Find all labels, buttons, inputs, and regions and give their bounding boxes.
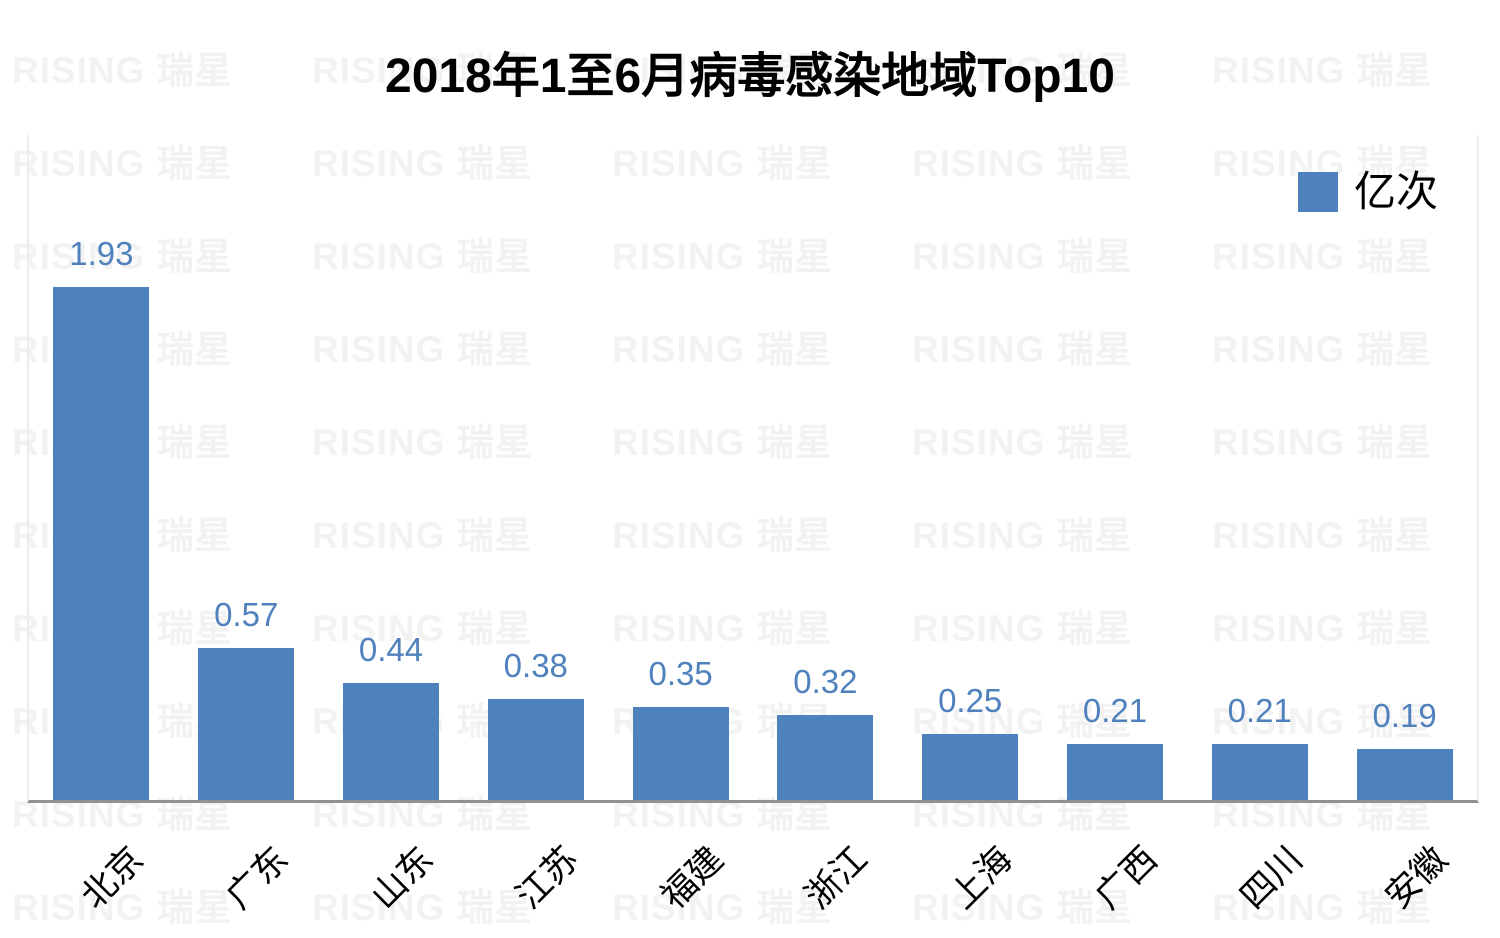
x-axis-label: 四川 — [1232, 839, 1310, 917]
bar-column: 0.38 — [463, 135, 608, 800]
legend: 亿次 — [1298, 170, 1438, 214]
bar-广东 — [198, 648, 295, 800]
bar-column: 0.57 — [174, 135, 319, 800]
watermark-tile: RISING 瑞星 — [912, 143, 1133, 184]
chart-title: 2018年1至6月病毒感染地域Top10 — [385, 50, 1115, 103]
bar-福建 — [632, 707, 729, 800]
watermark-tile: RISING 瑞星 — [912, 50, 1133, 91]
watermark-tile: RISING 瑞星 — [312, 608, 533, 649]
watermark-tile: RISING 瑞星 — [312, 515, 533, 556]
bar-上海 — [922, 734, 1019, 800]
bar-江苏 — [487, 699, 584, 800]
x-axis-label: 广东 — [218, 839, 296, 917]
watermark-tile: RISING 瑞星 — [1212, 50, 1433, 91]
bar-浙江 — [777, 715, 874, 800]
bar-value-label: 0.57 — [214, 596, 279, 633]
watermark-tile: RISING 瑞星 — [312, 50, 533, 91]
bar-广西 — [1066, 744, 1163, 800]
bar-北京 — [53, 287, 150, 800]
watermark-tile: RISING 瑞星 — [312, 143, 533, 184]
watermark-tile: RISING 瑞星 — [612, 143, 833, 184]
watermark-tile: RISING 瑞星 — [12, 50, 233, 91]
legend-label: 亿次 — [1354, 168, 1439, 215]
bar-value-label: 0.32 — [793, 663, 858, 700]
watermark-tile: RISING 瑞星 — [912, 515, 1133, 556]
bar-column: 0.44 — [319, 135, 464, 800]
bar-山东 — [342, 683, 439, 800]
watermark-tile: RISING 瑞星 — [1212, 701, 1433, 742]
watermark-tile: RISING 瑞星 — [12, 887, 233, 928]
watermark-tile: RISING 瑞星 — [312, 887, 533, 928]
watermark-tile: RISING 瑞星 — [612, 887, 833, 928]
x-axis-label: 浙江 — [797, 839, 875, 917]
watermark-tile: RISING 瑞星 — [12, 236, 233, 277]
bar-value-label: 1.93 — [69, 235, 134, 272]
x-axis-label: 江苏 — [508, 839, 586, 917]
watermark-tile: RISING 瑞星 — [1212, 608, 1433, 649]
watermark-tile: RISING 瑞星 — [1212, 515, 1433, 556]
watermark-tile: RISING 瑞星 — [912, 422, 1133, 463]
plot-area: 1.93 0.57 0.44 0.38 0.35 0.32 0.25 0.21 0.21 0.19 — [27, 135, 1479, 803]
watermark-tile: RISING 瑞星 — [312, 422, 533, 463]
bar-column: 0.21 — [1187, 135, 1332, 800]
bar-value-label: 0.25 — [938, 682, 1003, 719]
watermark-tile: RISING 瑞星 — [912, 236, 1133, 277]
bar-column: 0.32 — [753, 135, 898, 800]
bar-value-label: 0.19 — [1372, 697, 1437, 734]
watermark-tile: RISING 瑞星 — [312, 329, 533, 370]
bar-column: 0.25 — [898, 135, 1043, 800]
watermark-tile: RISING 瑞星 — [612, 236, 833, 277]
legend-swatch-icon — [1298, 172, 1338, 212]
watermark-tile: RISING 瑞星 — [612, 329, 833, 370]
x-axis-label: 广西 — [1087, 839, 1165, 917]
x-axis-label: 福建 — [653, 839, 731, 917]
watermark-tile: RISING 瑞星 — [612, 515, 833, 556]
watermark-tile: RISING 瑞星 — [12, 143, 233, 184]
bar-value-label: 0.21 — [1082, 692, 1148, 729]
watermark-tile: RISING 瑞星 — [1212, 422, 1433, 463]
bar-column: 0.19 — [1332, 135, 1477, 800]
bar-value-label: 0.21 — [1227, 692, 1292, 729]
x-axis-label: 北京 — [73, 839, 151, 917]
watermark-tile: RISING 瑞星 — [912, 329, 1133, 370]
watermark-tile: RISING 瑞星 — [612, 608, 833, 649]
bar-value-label: 0.35 — [648, 655, 713, 692]
watermark-tile: RISING 瑞星 — [912, 887, 1133, 928]
watermark-tile: RISING 瑞星 — [1212, 887, 1433, 928]
x-axis-label: 安徽 — [1377, 839, 1455, 917]
watermark-tile: RISING 瑞星 — [312, 236, 533, 277]
x-axis-label: 山东 — [363, 839, 441, 917]
bar-value-label: 0.44 — [358, 631, 424, 668]
watermark-tile: RISING 瑞星 — [1212, 236, 1433, 277]
x-axis-label: 上海 — [942, 839, 1020, 917]
bar-column: 0.35 — [608, 135, 753, 800]
bar-四川 — [1211, 744, 1308, 800]
watermark-tile: RISING 瑞星 — [1212, 329, 1433, 370]
bar-column: 1.93 — [29, 135, 174, 800]
watermark-tile: RISING 瑞星 — [612, 50, 833, 91]
bars-container: 1.93 0.57 0.44 0.38 0.35 0.32 0.25 0.21 0.21 0.19 — [29, 135, 1477, 800]
bar-column: 0.21 — [1043, 135, 1188, 800]
watermark-tile: RISING 瑞星 — [612, 422, 833, 463]
watermark-tile: RISING 瑞星 — [912, 608, 1133, 649]
bar-安徽 — [1356, 749, 1453, 800]
bar-value-label: 0.38 — [503, 647, 568, 684]
